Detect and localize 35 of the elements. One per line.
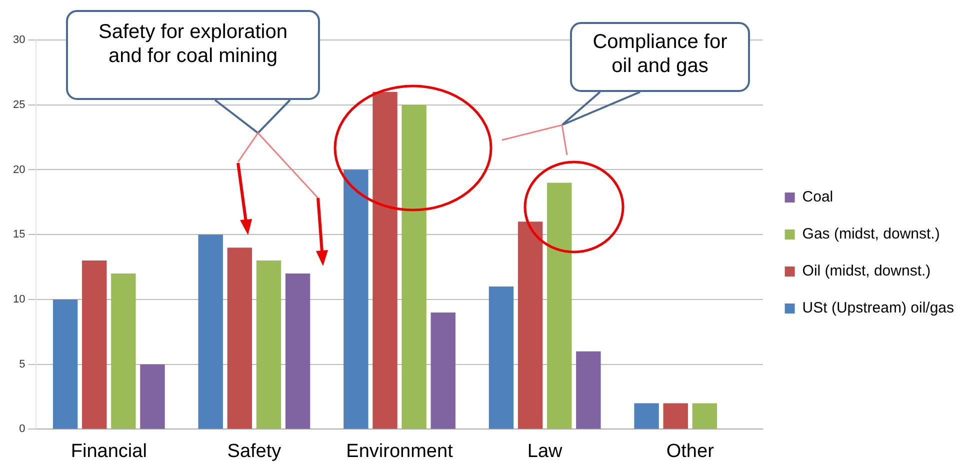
y-tick-label: 20: [12, 164, 26, 176]
bar: [547, 182, 572, 429]
y-tick-label: 25: [12, 98, 26, 111]
y-tick-label: 30: [12, 34, 26, 46]
legend-label: Oil (midst, downst.): [802, 262, 931, 280]
x-tick-label: Other: [666, 440, 715, 462]
bar: [227, 248, 252, 429]
bar: [344, 170, 368, 429]
y-tick-label: 10: [12, 294, 26, 306]
x-tick-label: Law: [527, 440, 563, 462]
bar: [372, 92, 398, 429]
x-tick-label: Safety: [227, 440, 282, 462]
legend-label: USt (Upstream) oil/gas: [802, 300, 954, 317]
x-tick-label: Environment: [346, 440, 454, 462]
bar: [518, 222, 543, 429]
legend-label: Coal: [802, 188, 834, 206]
bar: [663, 403, 688, 429]
legend-label: Gas (midst, downst.): [802, 226, 940, 243]
bar: [430, 312, 456, 429]
bar: [692, 403, 718, 429]
bar: [488, 286, 514, 429]
y-tick-label: 15: [12, 228, 26, 241]
bar: [576, 351, 601, 429]
bar: [198, 234, 223, 429]
bar: [52, 299, 78, 429]
y-tick-label: 0: [19, 423, 26, 436]
bar: [402, 104, 426, 429]
bar: [111, 274, 136, 429]
bar: [256, 260, 282, 429]
bar: [285, 274, 310, 429]
bar: [634, 403, 659, 429]
x-tick-label: Financial: [70, 440, 147, 462]
bar: [140, 364, 165, 429]
bar: [82, 260, 107, 429]
y-tick-label: 5: [19, 358, 26, 370]
